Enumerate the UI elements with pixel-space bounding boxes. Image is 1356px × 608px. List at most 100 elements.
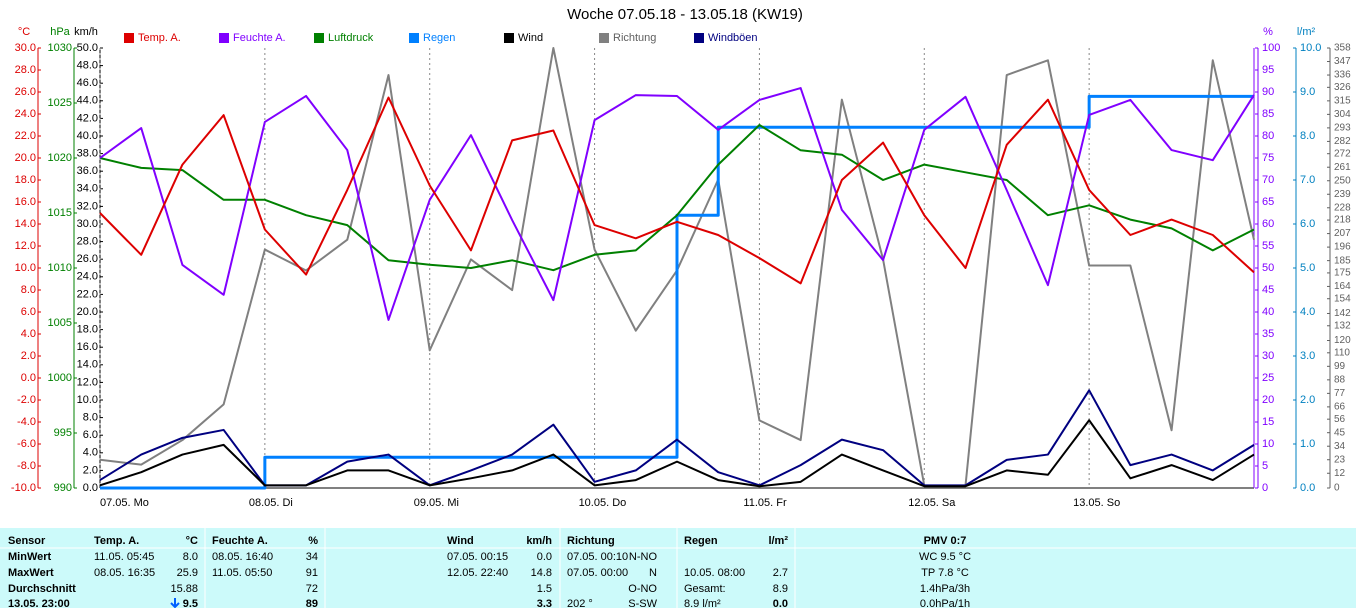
y-tick-label: 6.0 xyxy=(83,429,98,441)
y-tick-label: 1.0 xyxy=(1300,438,1315,450)
x-tick-label: 10.05. Do xyxy=(579,497,627,509)
trend-arrow xyxy=(170,598,180,608)
y-tick-label: 132 xyxy=(1334,320,1351,331)
table-cell: 0.0 xyxy=(773,598,788,608)
table-cell: 07.05. 00:15 xyxy=(447,551,508,563)
table-cell: 11.05. 05:50 xyxy=(212,567,272,579)
y-tick-label: 293 xyxy=(1334,123,1351,134)
y-tick-label: 32.0 xyxy=(77,200,98,212)
y-tick-label: 50 xyxy=(1262,262,1274,274)
y-tick-label: 42.0 xyxy=(77,112,98,124)
table-cell: 8.9 l/m² xyxy=(684,598,721,608)
y-tick-label: 207 xyxy=(1334,228,1351,239)
y-tick-label: 5.0 xyxy=(1300,262,1315,274)
axis-unit: km/h xyxy=(74,26,98,38)
y-tick-label: 55 xyxy=(1262,240,1274,252)
y-tick-label: 0.0 xyxy=(83,482,98,494)
table-cell: 13.05. 23:00 xyxy=(8,598,70,608)
table-cell: TP 7.8 °C xyxy=(921,567,969,579)
x-tick-label: 13.05. So xyxy=(1073,497,1120,509)
table-cell: 8.0 xyxy=(183,551,198,563)
y-tick-label: 12.0 xyxy=(77,376,98,388)
axis-unit: °C xyxy=(18,26,30,38)
table-cell: 3.3 xyxy=(537,598,552,608)
y-tick-label: 65 xyxy=(1262,196,1274,208)
y-tick-label: 99 xyxy=(1334,361,1346,372)
y-tick-label: 18.0 xyxy=(15,174,36,186)
table-cell: 0.0 xyxy=(537,551,552,563)
legend-swatch xyxy=(599,33,609,43)
y-tick-label: 60 xyxy=(1262,218,1274,230)
series-line xyxy=(99,96,1255,285)
table-cell: 202 ° xyxy=(567,598,593,608)
y-tick-label: 40 xyxy=(1262,306,1274,318)
y-tick-label: 142 xyxy=(1334,308,1351,319)
y-tick-label: 3.0 xyxy=(1300,350,1315,362)
legend-label: Richtung xyxy=(613,32,656,44)
table-cell: 91 xyxy=(306,567,318,579)
y-tick-label: 326 xyxy=(1334,82,1351,93)
y-tick-label: 75 xyxy=(1262,152,1274,164)
y-tick-label: 239 xyxy=(1334,189,1351,200)
y-tick-label: 2.0 xyxy=(21,350,36,362)
y-tick-label: 15 xyxy=(1262,416,1274,428)
y-tick-label: 10.0 xyxy=(77,394,98,406)
y-tick-label: 28.0 xyxy=(15,64,36,76)
table-cell: 08.05. 16:35 xyxy=(94,567,155,579)
series-line xyxy=(100,94,1254,490)
y-tick-label: 20.0 xyxy=(15,152,36,164)
table-header: PMV 0:7 xyxy=(924,535,967,547)
x-tick-label: 08.05. Di xyxy=(249,497,293,509)
legend-label: Feuchte A. xyxy=(233,32,286,44)
y-tick-label: 347 xyxy=(1334,56,1351,67)
y-tick-label: 990 xyxy=(54,482,72,494)
y-tick-label: 48.0 xyxy=(77,60,98,72)
table-cell: 72 xyxy=(306,583,318,595)
y-tick-label: 40.0 xyxy=(77,130,98,142)
legend-label: Regen xyxy=(423,32,455,44)
y-tick-label: 2.0 xyxy=(1300,394,1315,406)
y-tick-label: 22.0 xyxy=(15,130,36,142)
y-tick-label: 1020 xyxy=(48,152,72,164)
y-tick-label: 282 xyxy=(1334,136,1351,147)
y-tick-label: 16.0 xyxy=(77,341,98,353)
y-tick-label: 1005 xyxy=(48,317,72,329)
series-line xyxy=(99,124,1255,272)
y-tick-label: 38.0 xyxy=(77,148,98,160)
table-cell: 1.4hPa/3h xyxy=(920,583,970,595)
y-tick-label: 25 xyxy=(1262,372,1274,384)
y-tick-label: 28.0 xyxy=(77,236,98,248)
table-cell: N xyxy=(649,567,657,579)
y-tick-label: 1010 xyxy=(48,262,72,274)
y-tick-label: 10.0 xyxy=(15,262,36,274)
y-tick-label: 35 xyxy=(1262,328,1274,340)
y-tick-label: 1015 xyxy=(48,207,72,219)
y-tick-label: 358 xyxy=(1334,43,1351,54)
y-tick-label: 70 xyxy=(1262,174,1274,186)
table-cell: 15.88 xyxy=(170,583,198,595)
table-cell: 14.8 xyxy=(531,567,552,579)
table-header: l/m² xyxy=(768,535,788,547)
x-tick-label: 11.05. Fr xyxy=(743,497,787,509)
y-tick-label: 6.0 xyxy=(1300,218,1315,230)
table-header: % xyxy=(308,535,318,547)
y-tick-label: -4.0 xyxy=(17,416,36,428)
y-tick-label: 50.0 xyxy=(77,42,98,54)
table-cell: Gesamt: xyxy=(684,583,726,595)
table-cell: MinWert xyxy=(8,551,52,563)
table-cell: 1.5 xyxy=(537,583,552,595)
table-background xyxy=(0,528,1356,608)
y-tick-label: 0.0 xyxy=(1300,482,1315,494)
y-tick-label: 154 xyxy=(1334,293,1351,304)
y-tick-label: 9.0 xyxy=(1300,86,1315,98)
y-tick-label: 1000 xyxy=(48,372,72,384)
y-tick-label: 12 xyxy=(1334,468,1346,479)
table-cell: N-NO xyxy=(629,551,658,563)
y-tick-label: 228 xyxy=(1334,202,1351,213)
y-tick-label: 45 xyxy=(1262,284,1274,296)
y-tick-label: 66 xyxy=(1334,402,1346,413)
table-header: km/h xyxy=(526,535,552,547)
y-tick-label: 185 xyxy=(1334,255,1351,266)
table-cell: 25.9 xyxy=(177,567,198,579)
y-tick-label: 88 xyxy=(1334,374,1346,385)
